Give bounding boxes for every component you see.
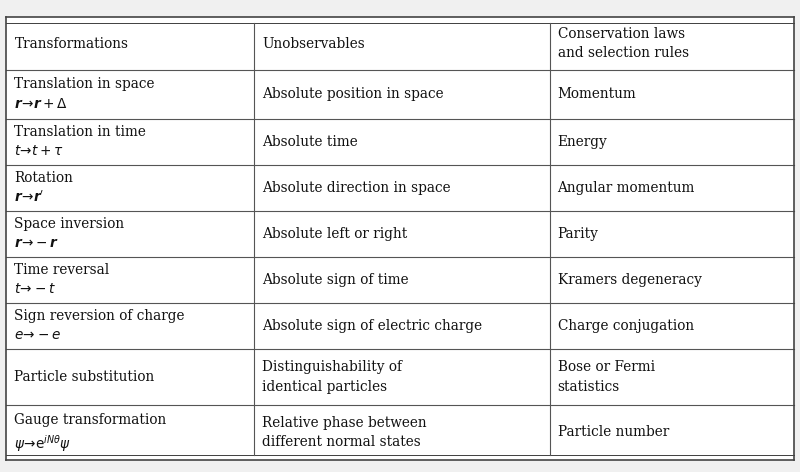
Text: Absolute direction in space: Absolute direction in space	[262, 181, 451, 195]
Text: Space inversion: Space inversion	[14, 217, 125, 231]
Text: statistics: statistics	[558, 379, 620, 394]
Text: Rotation: Rotation	[14, 171, 74, 185]
Text: $t\!\rightarrow\!-t$: $t\!\rightarrow\!-t$	[14, 282, 57, 296]
Text: different normal states: different normal states	[262, 435, 421, 449]
Text: Time reversal: Time reversal	[14, 263, 110, 277]
Text: Energy: Energy	[558, 135, 607, 149]
Text: Translation in time: Translation in time	[14, 125, 146, 139]
Text: Unobservables: Unobservables	[262, 37, 365, 51]
Text: Charge conjugation: Charge conjugation	[558, 319, 694, 333]
Text: Absolute left or right: Absolute left or right	[262, 227, 408, 241]
Text: Absolute position in space: Absolute position in space	[262, 87, 444, 101]
Text: $\boldsymbol{r}\!\rightarrow\!\boldsymbol{r}'$: $\boldsymbol{r}\!\rightarrow\!\boldsymbo…	[14, 190, 45, 205]
Text: and selection rules: and selection rules	[558, 46, 689, 60]
Text: $t\!\rightarrow\!t+\tau$: $t\!\rightarrow\!t+\tau$	[14, 144, 64, 158]
Text: Momentum: Momentum	[558, 87, 636, 101]
Text: Kramers degeneracy: Kramers degeneracy	[558, 273, 702, 287]
Text: Transformations: Transformations	[14, 37, 128, 51]
Text: Absolute time: Absolute time	[262, 135, 358, 149]
Text: $\boldsymbol{r}\!\rightarrow\!\boldsymbol{r}+\Delta$: $\boldsymbol{r}\!\rightarrow\!\boldsymbo…	[14, 97, 68, 111]
Text: Conservation laws: Conservation laws	[558, 27, 685, 42]
Text: Parity: Parity	[558, 227, 598, 241]
Text: Distinguishability of: Distinguishability of	[262, 360, 402, 374]
Text: $\psi\!\rightarrow\!\mathrm{e}^{iN\theta}\psi$: $\psi\!\rightarrow\!\mathrm{e}^{iN\theta…	[14, 433, 71, 454]
Text: Particle number: Particle number	[558, 425, 669, 439]
Text: Absolute sign of time: Absolute sign of time	[262, 273, 409, 287]
Text: identical particles: identical particles	[262, 379, 387, 394]
Text: Bose or Fermi: Bose or Fermi	[558, 360, 654, 374]
Text: $\boldsymbol{r}\!\rightarrow\!-\boldsymbol{r}$: $\boldsymbol{r}\!\rightarrow\!-\boldsymb…	[14, 236, 59, 250]
Text: Gauge transformation: Gauge transformation	[14, 413, 166, 427]
Text: Angular momentum: Angular momentum	[558, 181, 695, 195]
Text: Sign reversion of charge: Sign reversion of charge	[14, 309, 185, 323]
Text: $e\!\rightarrow\!-e$: $e\!\rightarrow\!-e$	[14, 329, 62, 342]
Text: Translation in space: Translation in space	[14, 76, 155, 91]
Text: Particle substitution: Particle substitution	[14, 370, 154, 384]
Text: Relative phase between: Relative phase between	[262, 416, 427, 430]
Text: Absolute sign of electric charge: Absolute sign of electric charge	[262, 319, 482, 333]
